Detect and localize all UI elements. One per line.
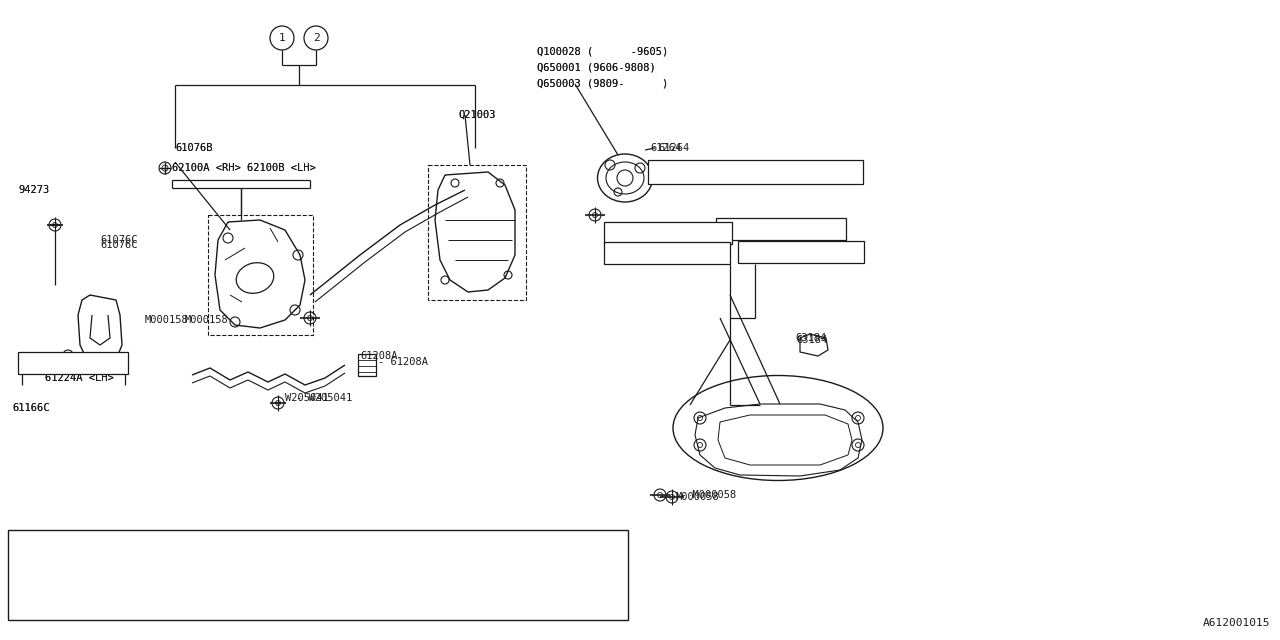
Text: - W205041: - W205041	[296, 393, 352, 403]
Text: 61076B: 61076B	[175, 143, 212, 153]
Text: 61224<RH>: 61224<RH>	[18, 355, 74, 365]
Text: Q650003 (9809-      ): Q650003 (9809- )	[538, 79, 668, 89]
Text: Q100028 (      -9605): Q100028 ( -9605)	[538, 47, 668, 57]
FancyBboxPatch shape	[604, 242, 730, 264]
Text: 61208A: 61208A	[360, 351, 398, 361]
Text: M000158: M000158	[145, 315, 188, 325]
Text: M000058: M000058	[676, 492, 719, 502]
Text: 62228B <RH>: 62228B <RH>	[718, 220, 787, 230]
FancyBboxPatch shape	[604, 222, 732, 244]
Text: FOR AUTO LOCK: FOR AUTO LOCK	[457, 592, 534, 602]
Text: 62176C <LH>: 62176C <LH>	[355, 592, 419, 602]
Text: 61076B: 61076B	[175, 143, 212, 153]
Text: 62176B <RH>: 62176B <RH>	[44, 592, 109, 602]
Text: 61076C: 61076C	[100, 235, 137, 245]
Text: 62228C <LH>: 62228C <LH>	[740, 246, 809, 256]
FancyBboxPatch shape	[716, 218, 846, 240]
Text: 61166H <LH>: 61166H <LH>	[605, 246, 675, 256]
Text: 61224<RH>: 61224<RH>	[18, 355, 74, 365]
Text: EXC. AUTO LOCK: EXC. AUTO LOCK	[457, 547, 539, 557]
Text: EXC. AUTO LOCK: EXC. AUTO LOCK	[142, 547, 224, 557]
Text: - 61208A: - 61208A	[378, 357, 428, 367]
Text: 63184: 63184	[795, 333, 827, 343]
FancyBboxPatch shape	[648, 160, 863, 184]
Text: 2: 2	[330, 570, 338, 580]
Text: 61166G <RH>: 61166G <RH>	[607, 225, 676, 235]
Text: 62228C <LH>: 62228C <LH>	[740, 243, 809, 253]
Text: - M000058: - M000058	[680, 490, 736, 500]
Text: 61166G <RH>: 61166G <RH>	[605, 227, 675, 237]
Text: 1: 1	[279, 33, 285, 43]
Text: 61076C: 61076C	[100, 240, 137, 250]
Text: 61166C: 61166C	[12, 403, 50, 413]
Text: 61166C: 61166C	[12, 403, 50, 413]
Text: Q650001 (9606-9808): Q650001 (9606-9808)	[538, 63, 655, 73]
Text: 61224A <LH>: 61224A <LH>	[45, 373, 114, 383]
Text: Q100028 (      -9605): Q100028 ( -9605)	[538, 47, 668, 57]
Text: 63184: 63184	[796, 335, 827, 345]
Text: 94273: 94273	[18, 185, 49, 195]
Text: Q21003: Q21003	[458, 110, 495, 120]
Text: FOR AUTO LOCK: FOR AUTO LOCK	[142, 592, 219, 602]
Text: 94273: 94273	[18, 185, 49, 195]
FancyBboxPatch shape	[18, 352, 128, 374]
Text: Q21003: Q21003	[458, 110, 495, 120]
Text: 62176A <LH>: 62176A <LH>	[355, 547, 419, 557]
Text: Q650001 (9606-9808): Q650001 (9606-9808)	[538, 63, 655, 73]
Text: 62228B <RH>: 62228B <RH>	[718, 223, 787, 233]
FancyBboxPatch shape	[8, 530, 628, 620]
Text: 62100A <RH> 62100B <LH>: 62100A <RH> 62100B <LH>	[172, 163, 316, 173]
Text: 1: 1	[20, 570, 27, 580]
Text: 62160<RH>  62160A<LH>: 62160<RH> 62160A<LH>	[650, 163, 781, 173]
Text: 61166H <LH>: 61166H <LH>	[607, 243, 676, 253]
FancyBboxPatch shape	[739, 241, 864, 263]
Text: A612001015: A612001015	[1202, 618, 1270, 628]
Text: 61264: 61264	[658, 143, 689, 153]
Text: Q650003 (9809-      ): Q650003 (9809- )	[538, 79, 668, 89]
Text: 62160<RH>  62160A<LH>: 62160<RH> 62160A<LH>	[650, 165, 781, 175]
Text: 61224A <LH>: 61224A <LH>	[45, 373, 114, 383]
Text: 61264: 61264	[650, 143, 681, 153]
Text: 62176   <RH>: 62176 <RH>	[44, 547, 114, 557]
Text: W205041: W205041	[285, 393, 329, 403]
Text: 2: 2	[312, 33, 320, 43]
Text: M000158: M000158	[186, 315, 229, 325]
Text: 62100A <RH> 62100B <LH>: 62100A <RH> 62100B <LH>	[172, 163, 316, 173]
